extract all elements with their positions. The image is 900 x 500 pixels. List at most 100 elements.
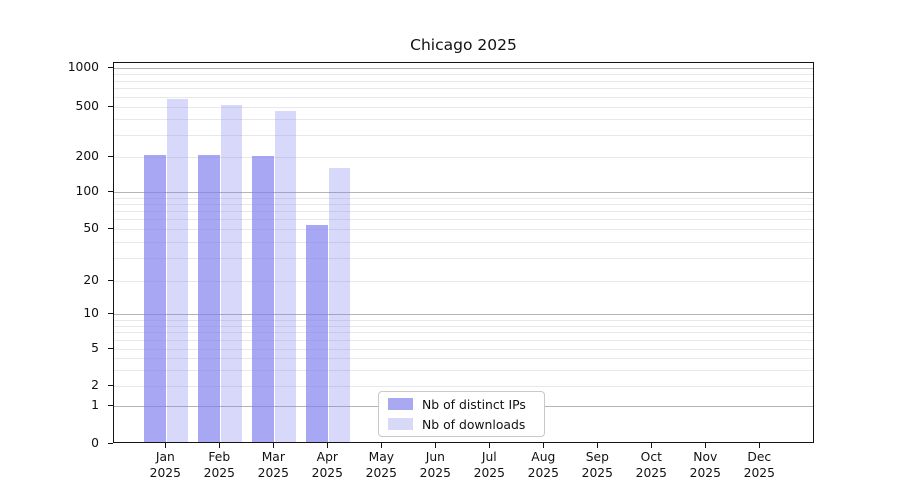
x-tick-mark: [327, 443, 329, 448]
x-tick-label: Nov 2025: [673, 450, 737, 481]
legend-item-downloads: Nb of downloads: [388, 416, 544, 433]
legend-swatch-distinct-ips: [388, 398, 413, 410]
legend-label-distinct-ips: Nb of distinct IPs: [422, 396, 526, 412]
x-tick-mark: [597, 443, 599, 448]
x-tick-label: Sep 2025: [565, 450, 629, 481]
bar-downloads: [166, 98, 189, 442]
gridline-minor: [114, 219, 813, 221]
gridline-minor: [114, 241, 813, 243]
legend-item-distinct-ips: Nb of distinct IPs: [388, 396, 544, 413]
y-tick-mark: [108, 106, 113, 107]
y-tick-label: 1000: [67, 60, 99, 75]
gridline-minor: [114, 281, 813, 282]
gridline-minor: [114, 197, 813, 199]
gridline-minor: [114, 258, 813, 260]
gridline-minor: [114, 74, 813, 76]
y-tick-label: 0: [91, 436, 99, 450]
bar-downloads: [274, 110, 297, 442]
gridline-major: [114, 192, 813, 193]
gridline-minor: [114, 211, 813, 213]
gridline-minor: [114, 157, 813, 158]
x-tick-month: Feb: [208, 450, 231, 464]
x-tick-label: Jun 2025: [403, 450, 467, 481]
x-tick-month: Jul: [481, 450, 497, 464]
y-tick-label: 1: [91, 398, 99, 412]
x-tick-month: Apr: [316, 450, 338, 464]
y-tick-label: 500: [75, 99, 99, 113]
chart-title: Chicago 2025: [410, 36, 517, 54]
x-tick-mark: [759, 443, 761, 448]
x-tick-month: May: [368, 450, 395, 464]
gridline-minor: [114, 204, 813, 205]
x-tick-label: Jan 2025: [133, 450, 197, 481]
x-tick-year: 2025: [203, 465, 235, 480]
gridline-major: [114, 68, 813, 70]
x-tick-mark: [651, 443, 653, 448]
gridline-minor: [114, 88, 813, 90]
x-tick-label: Dec 2025: [727, 450, 791, 481]
gridline-minor: [114, 332, 813, 334]
plot-area: [113, 62, 814, 443]
bar-downloads: [328, 167, 351, 442]
gridline-minor: [114, 369, 813, 371]
y-tick-label: 50: [83, 221, 99, 236]
legend: Nb of distinct IPs Nb of downloads: [378, 391, 545, 437]
x-tick-mark: [543, 443, 545, 448]
y-tick-label: 2: [91, 378, 99, 392]
y-tick-mark: [108, 385, 113, 386]
x-tick-label: Mar 2025: [241, 450, 305, 481]
x-tick-mark: [489, 443, 491, 448]
gridline-minor: [114, 119, 813, 121]
gridline-minor: [114, 319, 813, 321]
x-tick-mark: [381, 443, 383, 448]
bar-downloads: [220, 105, 243, 442]
legend-swatch-downloads: [388, 418, 413, 430]
gridline-minor: [114, 386, 813, 387]
x-tick-year: 2025: [527, 465, 559, 480]
gridline-major: [114, 314, 813, 316]
legend-label-downloads: Nb of downloads: [422, 416, 526, 432]
x-tick-year: 2025: [419, 465, 451, 480]
x-tick-label: Jul 2025: [457, 450, 521, 481]
bar-distinct-ips: [198, 155, 220, 442]
x-tick-label: Feb 2025: [187, 450, 251, 481]
y-tick-mark: [108, 228, 113, 230]
gridline-minor: [114, 340, 813, 342]
y-tick-label: 5: [91, 341, 99, 356]
y-tick-mark: [108, 191, 113, 192]
x-tick-label: May 2025: [349, 450, 413, 481]
x-tick-month: Nov: [693, 450, 718, 464]
x-tick-month: Sep: [585, 450, 609, 464]
x-tick-mark: [705, 443, 707, 448]
y-tick-mark: [108, 313, 113, 315]
x-tick-mark: [165, 443, 167, 448]
y-tick-mark: [108, 156, 113, 157]
y-tick-mark: [108, 280, 113, 281]
x-tick-month: Oct: [640, 450, 662, 464]
y-tick-mark: [108, 405, 113, 406]
y-tick-label: 10: [83, 306, 99, 321]
x-tick-month: Jan: [155, 450, 175, 464]
x-tick-month: Jun: [425, 450, 445, 464]
y-tick-mark: [108, 348, 113, 350]
x-tick-year: 2025: [635, 465, 667, 480]
gridline-minor: [114, 80, 813, 82]
bar-distinct-ips: [306, 225, 328, 442]
y-tick-label: 20: [83, 273, 99, 287]
x-tick-month: Dec: [747, 450, 772, 464]
y-tick-mark: [108, 443, 113, 444]
gridline-minor: [114, 107, 813, 108]
gridline-minor: [114, 325, 813, 327]
x-tick-label: Aug 2025: [511, 450, 575, 481]
x-tick-year: 2025: [257, 465, 289, 480]
y-tick-label: 100: [75, 184, 99, 198]
gridline-minor: [114, 229, 813, 231]
gridline-minor: [114, 134, 813, 136]
x-tick-mark: [435, 443, 437, 448]
gridline-minor: [114, 349, 813, 351]
x-tick-label: Oct 2025: [619, 450, 683, 481]
gridline-minor: [114, 96, 813, 98]
x-tick-year: 2025: [581, 465, 613, 480]
x-tick-mark: [219, 443, 221, 448]
